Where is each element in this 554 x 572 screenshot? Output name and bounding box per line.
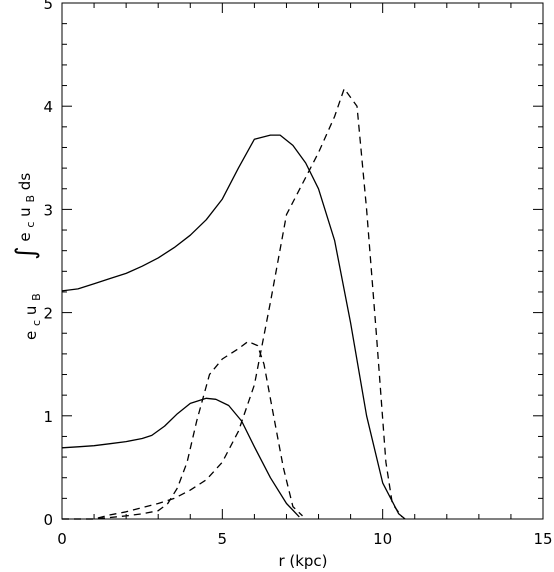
y-tick-label: 4 (43, 98, 53, 116)
y-tick-label: 0 (43, 511, 53, 529)
series-3-solid-line (61, 397, 300, 518)
y-tick-label: 3 (43, 201, 53, 219)
y-tick-label: 2 (43, 305, 53, 323)
x-tick-label: 0 (57, 530, 67, 548)
x-tick-label: 15 (533, 530, 552, 548)
y-axis-label-top: ∫ e c u B ds (11, 173, 41, 260)
plot-border (61, 2, 544, 520)
y-tick-label: 5 (43, 0, 53, 13)
series-layer (61, 88, 406, 520)
series-2-dashed-line (62, 88, 403, 520)
x-tick-label: 5 (218, 530, 228, 548)
y-axis-label-bottom: e c u B (22, 293, 44, 340)
integral-symbol: ∫ (11, 246, 41, 260)
svg-text:∫ e c u: ∫ e c u B ds (11, 173, 41, 260)
series-1-solid-line (61, 134, 406, 520)
axis-ticks (61, 2, 544, 520)
y-tick-label: 1 (43, 408, 53, 426)
x-tick-label: 10 (373, 530, 392, 548)
plot-frame (61, 2, 544, 520)
x-axis-label: r (kpc) (278, 552, 327, 570)
series-4-dashed-line (62, 340, 303, 520)
svg-text:e c u B: e c u B (22, 293, 44, 340)
axis-tick-labels: 0 5 10 15 0 1 2 3 4 5 (43, 0, 552, 548)
